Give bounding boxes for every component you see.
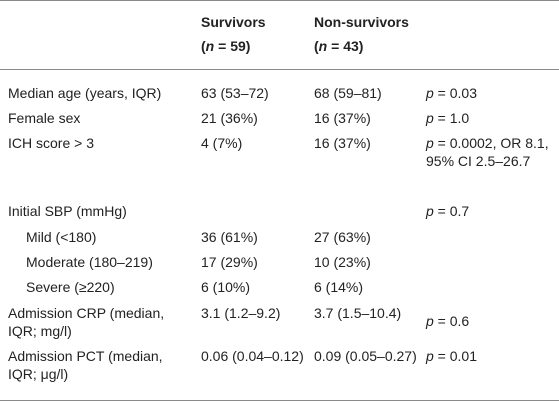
header-survivors-n: (n = 59) — [201, 38, 251, 54]
survivors-value: 63 (53–72) — [201, 85, 269, 101]
survivors-value: 21 (36%) — [201, 110, 258, 126]
non-survivors-value: 27 (63%) — [314, 229, 371, 245]
row-label: Moderate (180–219) — [26, 254, 153, 270]
statistic-value: p = 0.7 — [426, 203, 470, 219]
survivors-value: 17 (29%) — [201, 254, 258, 270]
row-label: ICH score > 3 — [8, 135, 94, 151]
statistic-value: p = 1.0 — [426, 110, 470, 126]
header-survivors: Survivors (n = 59) — [201, 13, 266, 56]
statistic-value: p = 0.01 — [426, 348, 477, 364]
table-header-rule — [0, 69, 559, 70]
non-survivors-value: 0.09 (0.05–0.27) — [314, 348, 417, 364]
survivors-value: 4 (7%) — [201, 135, 243, 151]
row-label: Severe (≥220) — [26, 279, 115, 295]
row-label: Admission PCT (median, IQR; μg/l) — [8, 348, 163, 382]
non-survivors-value: 16 (37%) — [314, 110, 371, 126]
non-survivors-value: 68 (59–81) — [314, 85, 382, 101]
non-survivors-value: 10 (23%) — [314, 254, 371, 270]
survivors-value: 6 (10%) — [201, 279, 251, 295]
header-survivors-title: Survivors — [201, 14, 266, 30]
survivors-value: 3.1 (1.2–9.2) — [201, 305, 281, 321]
table-top-rule — [0, 0, 559, 1]
survivors-value: 36 (61%) — [201, 229, 258, 245]
statistic-value: p = 0.0002, OR 8.1, 95% CI 2.5–26.7 — [426, 135, 549, 169]
row-label: Female sex — [8, 110, 81, 126]
statistic-value: p = 0.6 — [426, 313, 470, 329]
non-survivors-value: 6 (14%) — [314, 279, 364, 295]
row-label: Median age (years, IQR) — [8, 85, 162, 101]
survivors-value: 0.06 (0.04–0.12) — [201, 348, 304, 364]
row-label: Mild (<180) — [26, 229, 97, 245]
header-non-survivors-n: (n = 43) — [314, 38, 364, 54]
statistic-value: p = 0.03 — [426, 85, 477, 101]
header-non-survivors: Non-survivors (n = 43) — [314, 13, 409, 56]
non-survivors-value: 3.7 (1.5–10.4) — [314, 305, 402, 321]
row-label: Admission CRP (median, IQR; mg/l) — [8, 305, 165, 339]
row-label: Initial SBP (mmHg) — [8, 203, 127, 219]
header-non-survivors-title: Non-survivors — [314, 14, 409, 30]
non-survivors-value: 16 (37%) — [314, 135, 371, 151]
